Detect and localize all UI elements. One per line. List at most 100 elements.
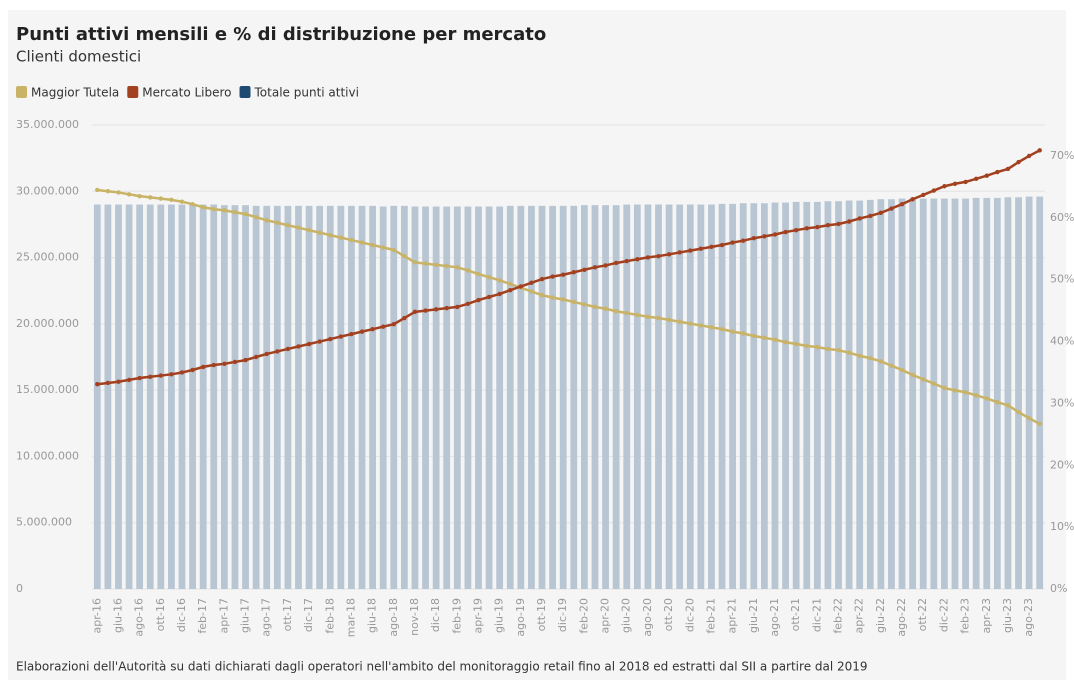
legend-label: Maggior Tutela bbox=[31, 86, 119, 100]
bar bbox=[782, 202, 789, 589]
point bbox=[433, 307, 439, 312]
point bbox=[899, 367, 905, 373]
point bbox=[529, 280, 534, 285]
point bbox=[942, 385, 947, 391]
bar bbox=[210, 204, 218, 590]
bar bbox=[835, 201, 842, 589]
x-tick-label: mar-18 bbox=[344, 598, 357, 637]
x-tick-label: apr-16 bbox=[90, 598, 103, 634]
point bbox=[444, 263, 449, 269]
x-tick-label: giu-17 bbox=[239, 598, 252, 633]
point bbox=[391, 247, 396, 253]
point bbox=[995, 169, 1000, 175]
bar bbox=[231, 205, 239, 589]
point bbox=[571, 299, 576, 305]
point bbox=[857, 353, 862, 358]
point bbox=[645, 255, 651, 260]
x-tick-label: dic-22 bbox=[937, 598, 950, 632]
x-tick-label: dic-16 bbox=[175, 598, 188, 632]
point bbox=[433, 262, 439, 268]
y2-tick-label: 0% bbox=[1050, 582, 1067, 595]
point bbox=[815, 224, 820, 230]
point bbox=[508, 281, 513, 287]
point bbox=[846, 350, 852, 355]
bar bbox=[348, 205, 355, 589]
bar bbox=[242, 205, 249, 589]
point bbox=[825, 346, 831, 352]
bar bbox=[761, 203, 768, 589]
point bbox=[1005, 166, 1011, 172]
bar bbox=[305, 205, 313, 589]
bar bbox=[591, 205, 599, 589]
bar bbox=[369, 205, 376, 589]
bar bbox=[771, 202, 779, 589]
point bbox=[359, 240, 365, 245]
bar bbox=[623, 204, 631, 590]
x-tick-label: ago-17 bbox=[260, 598, 273, 637]
point bbox=[741, 238, 746, 243]
point bbox=[402, 253, 407, 259]
bar bbox=[644, 204, 652, 590]
bar bbox=[919, 198, 927, 589]
point bbox=[603, 263, 608, 268]
x-tick-label: ott-17 bbox=[281, 598, 294, 631]
point bbox=[338, 334, 344, 339]
x-tick-label: apr-17 bbox=[217, 598, 230, 634]
point bbox=[878, 359, 884, 364]
point bbox=[232, 210, 238, 215]
point bbox=[613, 260, 619, 266]
point bbox=[285, 346, 291, 352]
bar bbox=[909, 198, 917, 589]
bar bbox=[792, 201, 800, 590]
bar bbox=[888, 199, 895, 590]
point bbox=[359, 329, 365, 334]
point bbox=[1005, 403, 1011, 408]
bar bbox=[506, 205, 514, 589]
y-tick-label: 20.000.000 bbox=[16, 317, 79, 330]
point bbox=[592, 265, 598, 270]
point bbox=[868, 213, 873, 219]
point bbox=[529, 289, 534, 294]
point bbox=[973, 393, 979, 398]
point bbox=[815, 344, 820, 350]
point bbox=[921, 192, 926, 198]
bar bbox=[358, 205, 366, 589]
legend-label: Mercato Libero bbox=[142, 86, 231, 100]
point bbox=[243, 211, 248, 217]
point bbox=[275, 220, 280, 225]
bar bbox=[390, 205, 398, 589]
bar bbox=[178, 204, 186, 590]
point bbox=[550, 274, 555, 279]
point bbox=[719, 326, 725, 332]
point bbox=[656, 315, 661, 321]
point bbox=[253, 354, 259, 360]
point bbox=[296, 225, 301, 230]
bar bbox=[475, 206, 482, 589]
point bbox=[1016, 159, 1021, 165]
point bbox=[455, 265, 460, 270]
point bbox=[1016, 409, 1021, 415]
x-tick-label: apr-22 bbox=[853, 598, 866, 634]
bar bbox=[538, 205, 546, 589]
bar bbox=[379, 206, 387, 589]
point bbox=[476, 297, 481, 303]
point bbox=[1037, 421, 1042, 427]
point bbox=[688, 321, 693, 326]
point bbox=[889, 206, 894, 211]
bar bbox=[157, 204, 165, 590]
bar bbox=[146, 204, 154, 590]
point bbox=[508, 287, 513, 293]
point bbox=[137, 375, 142, 381]
point bbox=[158, 373, 164, 378]
point bbox=[751, 236, 757, 241]
point bbox=[762, 234, 767, 239]
point bbox=[666, 252, 672, 257]
point bbox=[328, 232, 333, 238]
bar bbox=[443, 206, 451, 589]
bar bbox=[295, 205, 302, 589]
bar bbox=[580, 205, 588, 589]
bar bbox=[517, 205, 525, 589]
point bbox=[1026, 416, 1032, 421]
point bbox=[232, 359, 238, 365]
